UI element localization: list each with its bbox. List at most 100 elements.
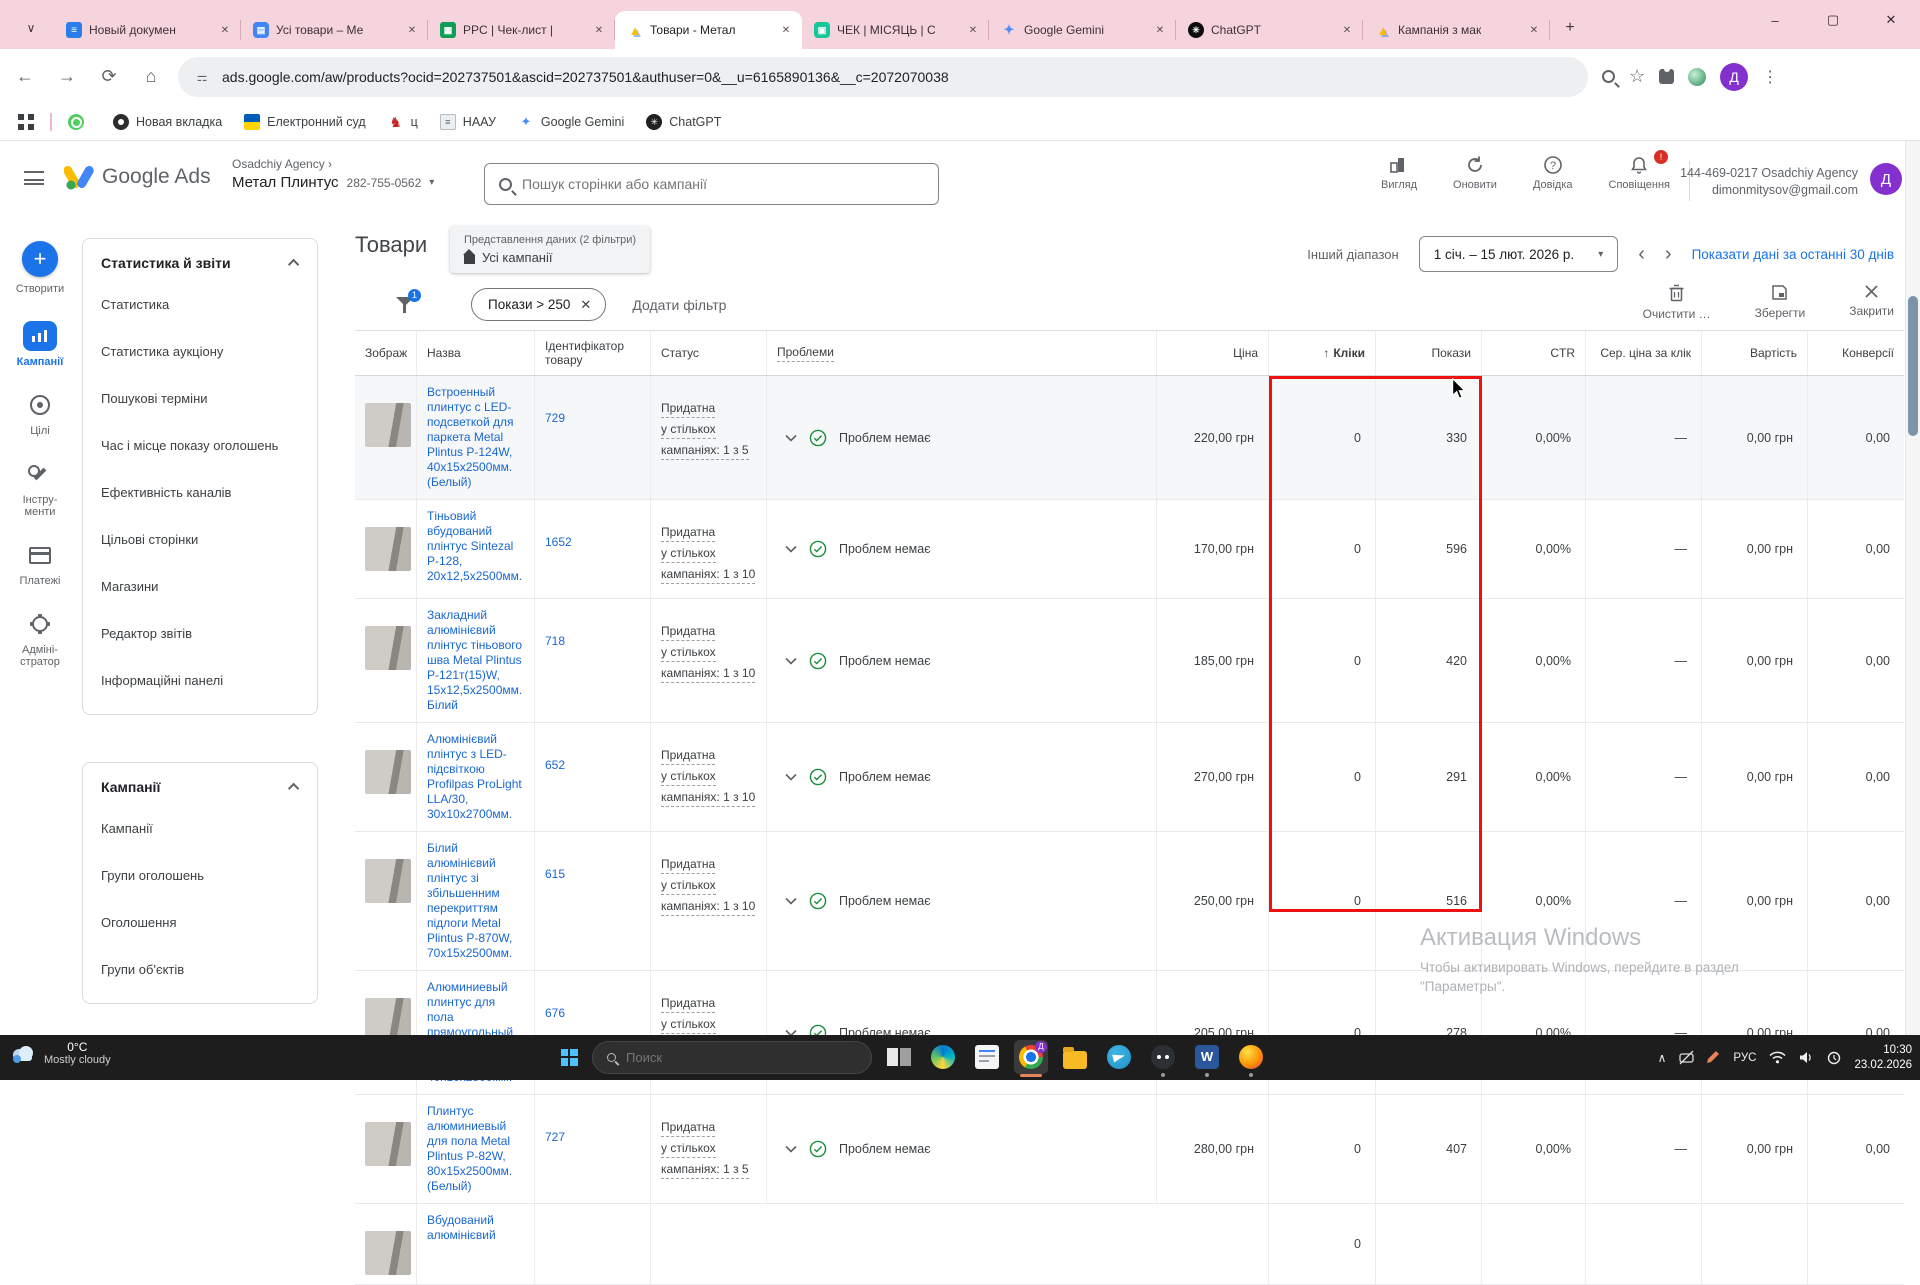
expand-chevron-icon[interactable] [785, 773, 797, 781]
browser-profile-avatar[interactable]: Д [1720, 63, 1748, 91]
help-button[interactable]: ? Довідка [1533, 155, 1573, 191]
browser-tab[interactable]: ChatGPT ✕ [1176, 11, 1363, 49]
bookmark-item[interactable] [68, 114, 91, 130]
tab-close-icon[interactable]: ✕ [965, 22, 981, 38]
browser-tab[interactable]: PPC | Чек-лист | ✕ [428, 11, 615, 49]
agency-name[interactable]: Osadchiy Agency › [232, 157, 434, 171]
filter-chip[interactable]: Покази > 250 ✕ [471, 288, 606, 321]
tab-close-icon[interactable]: ✕ [217, 22, 233, 38]
back-icon[interactable]: ← [8, 60, 42, 94]
product-id-link[interactable]: 1652 [545, 535, 640, 550]
home-icon[interactable]: ⌂ [134, 60, 168, 94]
tab-close-icon[interactable]: ✕ [591, 22, 607, 38]
column-header-cost[interactable]: Вартість [1702, 331, 1808, 375]
ads-profile-avatar[interactable]: Д [1870, 163, 1902, 195]
rail-item[interactable]: Кампанії [17, 321, 64, 368]
rail-item[interactable]: Адміні- стратор [20, 609, 60, 668]
tab-close-icon[interactable]: ✕ [1526, 22, 1542, 38]
expand-chevron-icon[interactable] [785, 545, 797, 553]
column-header-issues[interactable]: Проблеми [767, 331, 1157, 375]
bookmark-item[interactable]: Новая вкладка [113, 114, 222, 130]
page-scrollbar[interactable] [1905, 141, 1920, 1035]
create-button[interactable]: + [22, 241, 58, 277]
notifications-button[interactable]: ! Сповіщення [1609, 155, 1670, 191]
browser-tab[interactable]: ЧЕК | МІСЯЦЬ | С ✕ [802, 11, 989, 49]
nav-item[interactable]: Оголошення [83, 899, 317, 946]
expand-chevron-icon[interactable] [785, 897, 797, 905]
product-id-link[interactable]: 727 [545, 1130, 640, 1145]
save-button[interactable]: Зберегти [1755, 284, 1806, 321]
appearance-button[interactable]: Вигляд [1381, 155, 1417, 191]
column-header-avg-cpc[interactable]: Сер. ціна за клік [1586, 331, 1702, 375]
nav-section-header[interactable]: Кампанії [83, 767, 317, 805]
collapse-chevron-icon[interactable] [288, 259, 299, 270]
site-settings-icon[interactable]: ⚎ [194, 69, 210, 85]
collapse-chevron-icon[interactable] [288, 783, 299, 794]
ads-search-input[interactable] [522, 176, 924, 192]
column-header-name[interactable]: Назва [417, 331, 535, 375]
prev-range-icon[interactable]: ‹ [1638, 243, 1645, 266]
forward-icon[interactable]: → [50, 60, 84, 94]
nav-item[interactable]: Статистика аукціону [83, 328, 317, 375]
column-header-price[interactable]: Ціна [1157, 331, 1269, 375]
url-text[interactable]: ads.google.com/aw/products?ocid=20273750… [222, 69, 949, 85]
product-name-link[interactable]: Встроенный плинтус с LED-подсветкой для … [427, 385, 524, 490]
other-range-label[interactable]: Інший діапазон [1307, 247, 1398, 262]
nav-item[interactable]: Редактор звітів [83, 610, 317, 657]
taskbar-app[interactable] [926, 1040, 960, 1074]
clear-table-button[interactable]: Очистити … [1643, 284, 1711, 321]
taskbar-app[interactable] [1190, 1040, 1224, 1074]
rail-item[interactable]: Цілі [23, 390, 57, 437]
rail-item[interactable]: Інстру- менти [23, 459, 58, 518]
bookmark-item[interactable]: Електронний суд [244, 114, 365, 130]
expand-chevron-icon[interactable] [785, 1145, 797, 1153]
bookmark-star-icon[interactable]: ☆ [1629, 66, 1645, 87]
product-name-link[interactable]: Алюмінієвий плінтус з LED-підсвіткою Pro… [427, 732, 524, 822]
close-window-button[interactable]: ✕ [1862, 0, 1920, 40]
nav-item[interactable]: Цільові сторінки [83, 516, 317, 563]
bookmark-item[interactable]: Google Gemini [518, 114, 624, 130]
refresh-button[interactable]: Оновити [1453, 155, 1497, 191]
clock-widget[interactable]: 10:30 23.02.2026 [1854, 1043, 1912, 1073]
start-button[interactable] [556, 1044, 582, 1070]
browser-tab[interactable]: Товари - Метал ✕ [615, 11, 802, 49]
nav-item[interactable]: Інформаційні панелі [83, 657, 317, 704]
taskbar-app[interactable] [1146, 1040, 1180, 1074]
nav-item[interactable]: Пошукові терміни [83, 375, 317, 422]
language-indicator[interactable]: РУС [1733, 1052, 1756, 1064]
account-breadcrumb[interactable]: Osadchiy Agency › Метал Плинтус 282-755-… [232, 157, 434, 191]
column-header-status[interactable]: Статус [651, 331, 767, 375]
next-range-icon[interactable]: › [1665, 243, 1672, 266]
account-name[interactable]: Метал Плинтус [232, 174, 339, 191]
search-tabs-icon[interactable] [1602, 70, 1615, 83]
tab-close-icon[interactable]: ✕ [1152, 22, 1168, 38]
tab-close-icon[interactable]: ✕ [778, 22, 794, 38]
nav-item[interactable]: Групи об'єктів [83, 946, 317, 993]
address-bar[interactable]: ⚎ ads.google.com/aw/products?ocid=202737… [178, 57, 1588, 97]
filter-funnel-icon[interactable]: 1 [395, 295, 417, 315]
bookmark-item[interactable]: ц [388, 114, 418, 130]
nav-item[interactable]: Магазини [83, 563, 317, 610]
column-header-image[interactable]: Зображ [355, 331, 417, 375]
column-header-clicks[interactable]: ↑Кліки [1269, 331, 1376, 375]
remove-filter-icon[interactable]: ✕ [580, 297, 591, 313]
tray-chevron-up-icon[interactable]: ∧ [1658, 1051, 1667, 1065]
volume-icon[interactable] [1799, 1051, 1814, 1064]
nav-section-header[interactable]: Статистика й звіти [83, 243, 317, 281]
extension-leaf-icon[interactable] [1688, 68, 1706, 86]
new-tab-button[interactable]: + [1556, 14, 1584, 42]
hamburger-menu-icon[interactable] [24, 171, 44, 185]
reload-icon[interactable]: ⟳ [92, 60, 126, 94]
scrollbar-thumb[interactable] [1908, 296, 1918, 436]
rail-item[interactable]: Платежі [20, 540, 61, 587]
bookmark-item[interactable]: ChatGPT [646, 114, 721, 130]
nav-item[interactable]: Статистика [83, 281, 317, 328]
taskbar-app[interactable] [1014, 1040, 1048, 1074]
product-id-link[interactable]: 718 [545, 634, 640, 649]
bookmark-item[interactable]: НААУ [440, 114, 496, 130]
data-view-chip[interactable]: Представлення даних (2 фільтри) Усі камп… [450, 226, 650, 273]
browser-tab[interactable]: Новый докумен ✕ [54, 11, 241, 49]
browser-tab[interactable]: Усі товари – Ме ✕ [241, 11, 428, 49]
column-header-conversions[interactable]: Конверсії [1808, 331, 1904, 375]
product-name-link[interactable]: Плинтус алюминиевый для пола Metal Plint… [427, 1104, 524, 1194]
